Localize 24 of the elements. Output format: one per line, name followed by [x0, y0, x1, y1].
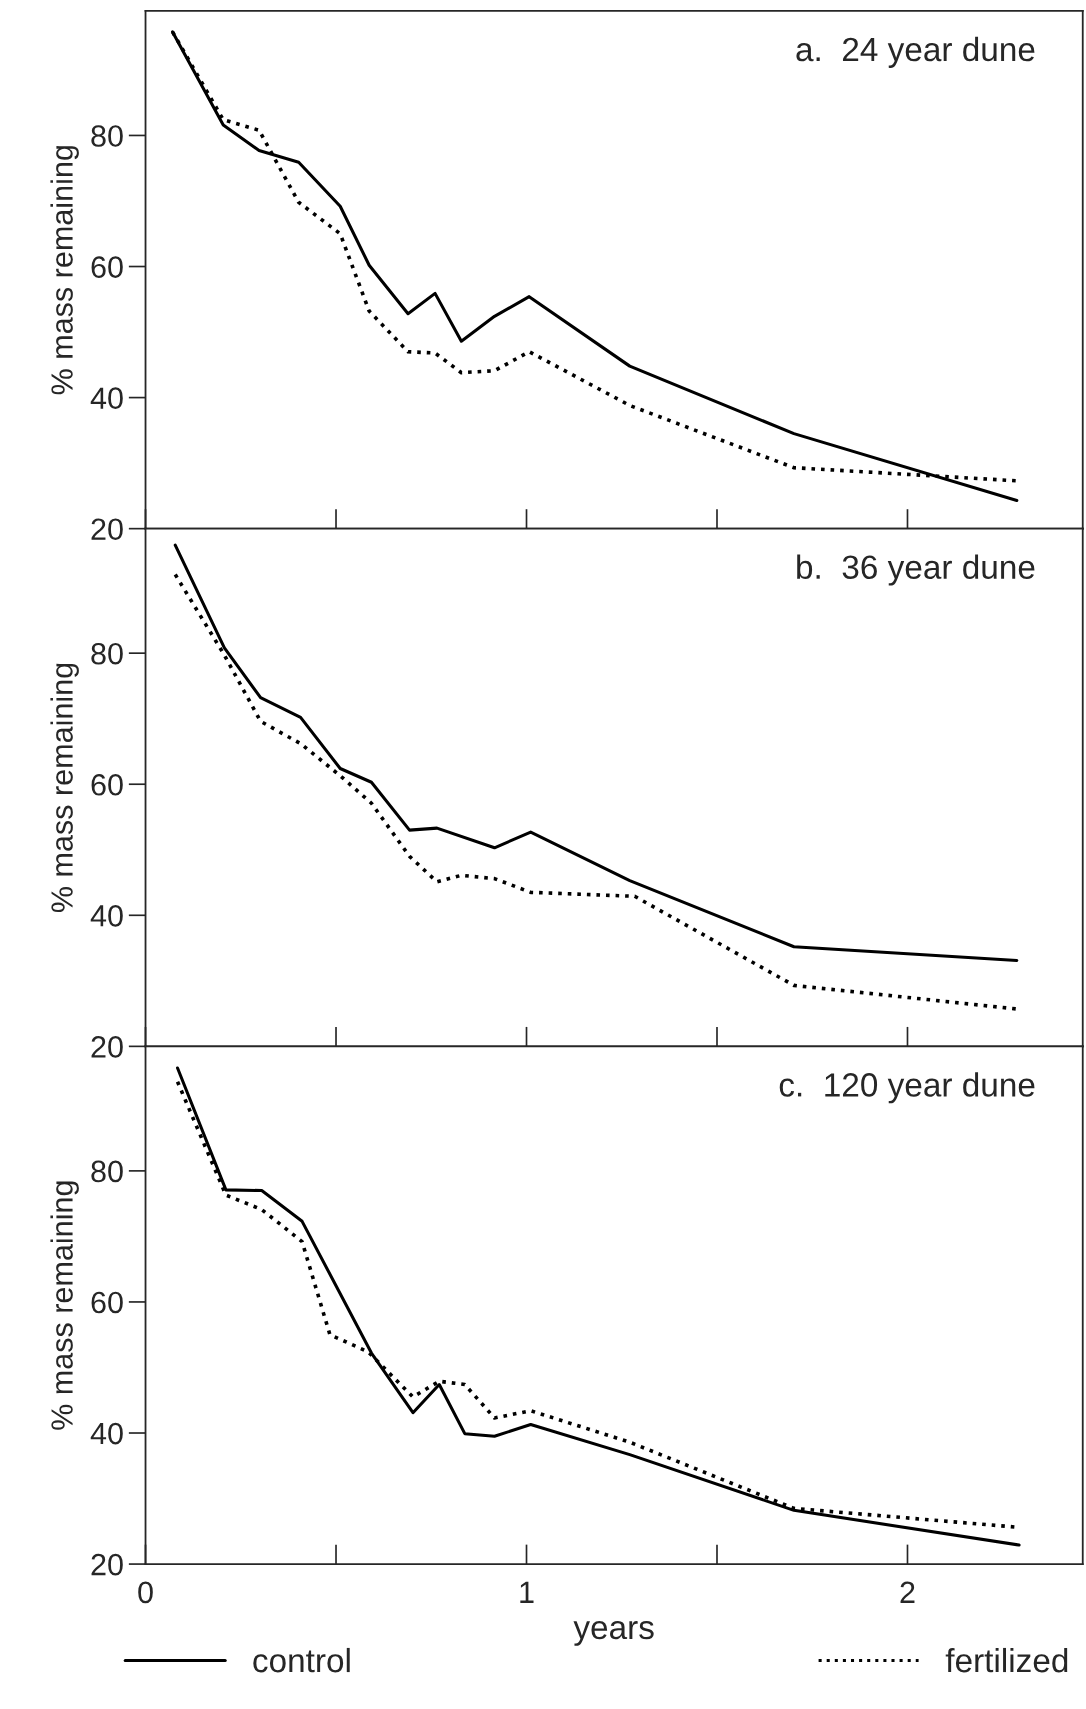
- y-tick-label: 20: [91, 1553, 123, 1576]
- x-tick-label: 2: [900, 1581, 915, 1603]
- text: c. 120 year dune: [779, 1072, 1035, 1104]
- y-tick-label: 20: [91, 518, 123, 541]
- y-tick-label: 60: [91, 773, 123, 796]
- y-axis-title: % mass remaining: [50, 663, 79, 913]
- y-tick-label: 40: [90, 387, 123, 409]
- x-axis-title: years: [573, 1621, 654, 1646]
- legend-label: fertilized: [945, 1647, 1068, 1673]
- text: a. 24 year dune: [796, 36, 1035, 68]
- y-axis-title: % mass remaining: [50, 146, 79, 395]
- text: b. 36 year dune: [797, 554, 1035, 586]
- y-tick-label: 60: [91, 1291, 123, 1314]
- y-tick-label: 20: [91, 1036, 123, 1058]
- legend-label: control: [253, 1647, 350, 1673]
- y-tick-label: 80: [91, 642, 123, 665]
- y-tick-label: 40: [90, 905, 123, 927]
- y-tick-label: 60: [91, 256, 123, 278]
- x-tick-label: 0: [138, 1581, 153, 1604]
- y-tick-label: 40: [90, 1422, 123, 1445]
- y-axis-title: % mass remaining: [50, 1181, 79, 1430]
- y-tick-label: 80: [91, 125, 123, 147]
- y-tick-label: 80: [91, 1160, 123, 1183]
- x-tick-label: 1: [520, 1581, 534, 1603]
